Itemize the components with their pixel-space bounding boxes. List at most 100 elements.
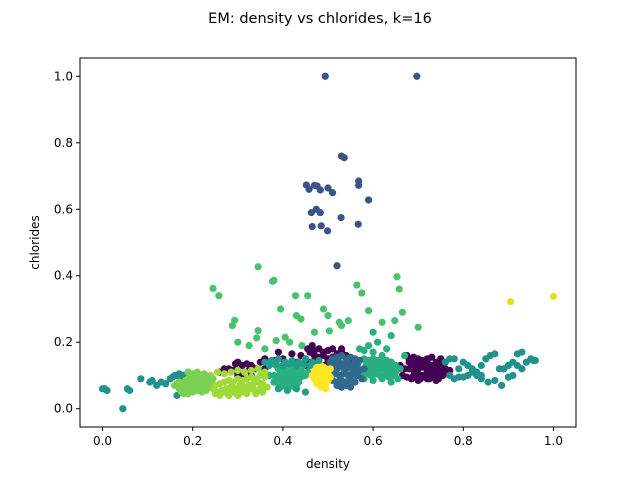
data-point — [322, 385, 330, 393]
data-point — [414, 376, 422, 385]
x-tick-label: 0.8 — [454, 434, 473, 448]
data-point — [328, 345, 337, 353]
data-point — [360, 365, 368, 373]
data-point — [401, 351, 409, 360]
y-axis-label: chlorides — [28, 215, 42, 269]
data-point — [148, 376, 156, 385]
data-point — [306, 361, 314, 370]
data-point — [333, 262, 341, 270]
data-point — [364, 341, 373, 350]
data-point — [369, 376, 377, 385]
data-point — [220, 370, 228, 378]
data-point — [498, 381, 506, 390]
data-point — [500, 365, 508, 373]
data-point — [301, 388, 310, 396]
data-point — [292, 361, 301, 370]
data-point — [274, 348, 282, 356]
data-point — [263, 383, 271, 391]
data-point — [254, 263, 262, 271]
data-point — [353, 281, 361, 289]
data-point — [319, 305, 328, 313]
data-point — [198, 371, 206, 380]
data-point — [291, 292, 300, 300]
data-point — [298, 341, 306, 350]
data-point — [288, 350, 296, 358]
points-layer — [98, 72, 558, 413]
data-point — [270, 378, 278, 386]
data-point — [317, 222, 325, 230]
data-point — [439, 371, 447, 380]
data-point — [326, 373, 334, 381]
data-point — [358, 375, 366, 383]
data-point — [321, 72, 329, 80]
x-tick-label: 1.0 — [544, 434, 563, 448]
data-point — [491, 350, 499, 358]
data-point — [423, 375, 431, 383]
data-point — [265, 361, 273, 370]
y-tick-label: 1.0 — [54, 69, 73, 83]
data-point — [234, 338, 242, 346]
data-point — [126, 386, 134, 395]
data-point — [202, 386, 210, 395]
data-point — [261, 373, 269, 381]
data-point — [286, 338, 294, 346]
data-point — [162, 380, 170, 388]
data-point — [245, 341, 253, 350]
data-point — [234, 366, 242, 375]
data-point — [337, 322, 346, 330]
data-point — [315, 356, 323, 365]
data-point — [299, 360, 307, 368]
data-point — [307, 208, 315, 217]
data-point — [316, 208, 324, 217]
data-point — [328, 189, 337, 197]
data-point — [391, 317, 399, 325]
y-tick-label: 0.4 — [54, 269, 73, 283]
data-point — [213, 368, 222, 376]
data-point — [518, 348, 526, 356]
plot-frame — [79, 57, 577, 428]
data-point — [240, 368, 249, 376]
data-point — [308, 371, 316, 380]
y-axis: 0.0 0.2 0.4 0.6 0.8 1.0 — [54, 69, 80, 416]
data-point — [279, 361, 287, 370]
data-point — [383, 345, 391, 353]
data-point — [316, 186, 324, 194]
data-point — [234, 391, 242, 400]
data-point — [358, 289, 366, 297]
data-point — [455, 373, 463, 381]
data-point — [360, 346, 368, 355]
x-tick-label: 0.0 — [93, 434, 112, 448]
data-point — [414, 323, 422, 331]
data-point — [297, 315, 305, 323]
data-point — [247, 366, 255, 375]
chart-title: EM: density vs chlorides, k=16 — [208, 11, 432, 27]
data-point — [281, 333, 289, 341]
y-tick-label: 0.6 — [54, 202, 73, 216]
data-point — [346, 383, 355, 391]
data-point — [253, 334, 261, 342]
data-point — [215, 292, 223, 300]
data-point — [507, 298, 515, 306]
data-point — [455, 365, 463, 373]
data-point — [378, 375, 386, 383]
data-point — [387, 331, 395, 340]
data-point — [484, 378, 492, 386]
data-point — [286, 360, 294, 368]
data-point — [277, 305, 285, 313]
data-point — [549, 292, 558, 300]
data-point — [305, 185, 313, 193]
data-point — [340, 154, 348, 162]
data-point — [395, 285, 403, 293]
data-point — [355, 181, 363, 189]
data-point — [378, 318, 386, 326]
data-point — [393, 273, 401, 281]
data-point — [413, 72, 421, 80]
data-point — [209, 375, 217, 383]
data-point — [337, 213, 345, 222]
data-point — [450, 355, 458, 363]
data-point — [137, 375, 145, 383]
data-point — [227, 368, 235, 376]
data-point — [369, 348, 377, 356]
data-point — [518, 365, 526, 373]
data-point — [209, 284, 217, 292]
